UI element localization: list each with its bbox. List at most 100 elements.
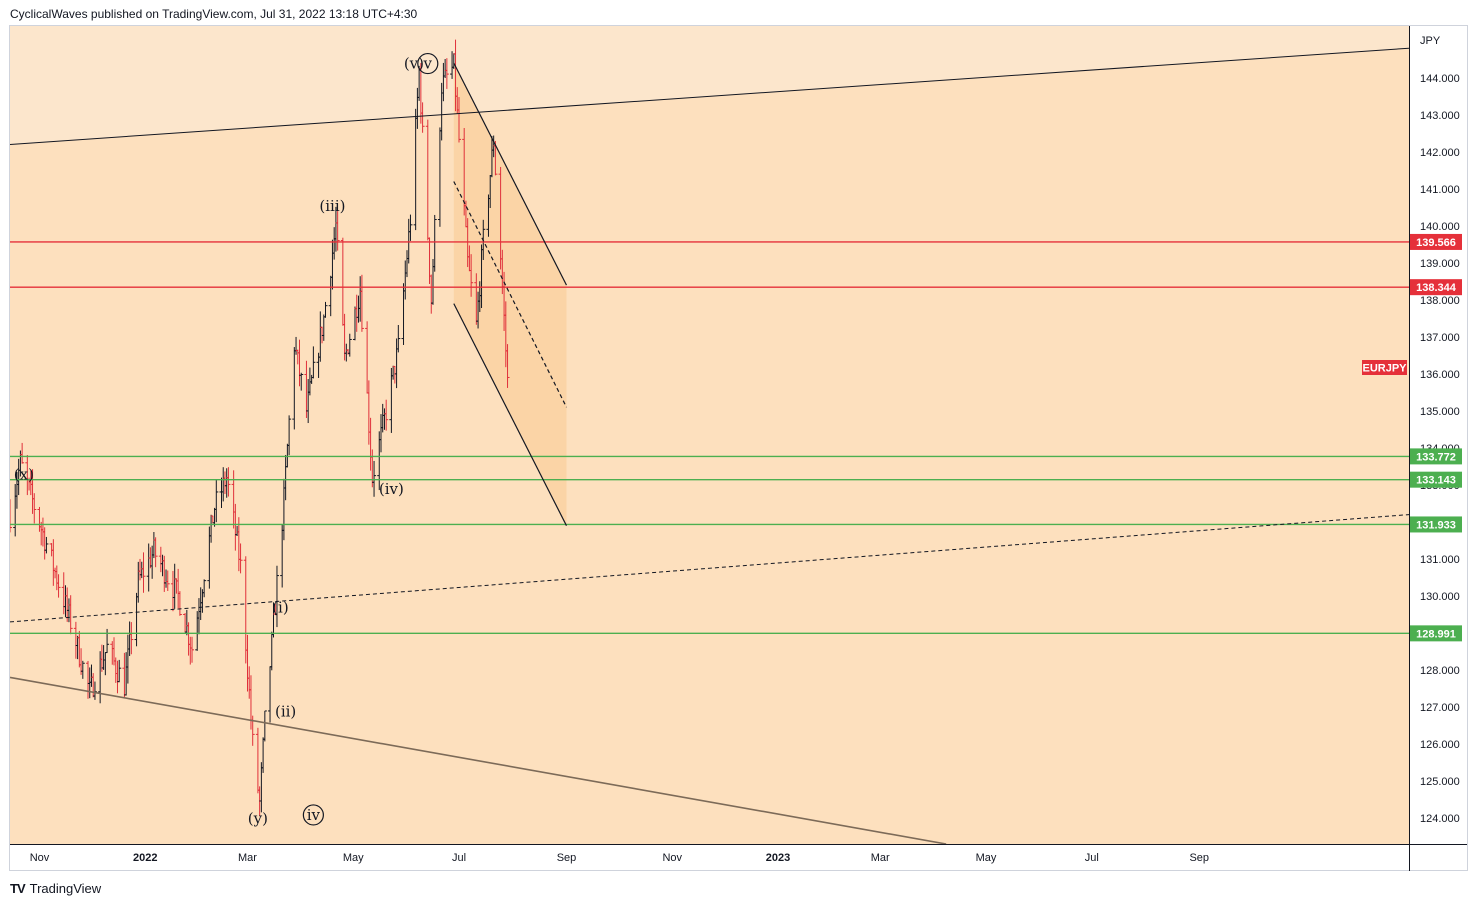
price-tick-label: 130.000 [1420,591,1460,603]
ohlc-bar [323,301,328,318]
ohlc-bar [165,570,170,591]
ohlc-bar [456,97,461,143]
time-tick-label: 2022 [133,852,157,864]
time-tick-label: May [343,852,364,864]
ohlc-bar [202,579,207,598]
trendline-lower [10,676,947,844]
price-tick-label: 135.000 [1420,406,1460,418]
wave-label: (i) [272,599,289,617]
time-tick-label: Sep [557,852,577,864]
price-tick-label: 136.000 [1420,369,1460,381]
ohlc-bar [262,710,267,742]
svg-text:EURJPY: EURJPY [1362,363,1407,375]
wave-label-circle [417,52,439,75]
time-tick-label: Nov [30,852,50,864]
ohlc-bar [432,214,437,272]
level-badge-label: 128.991 [1416,628,1456,640]
level-badge-bg [1410,448,1462,465]
ohlc-bar [469,254,474,297]
ohlc-bar [420,102,425,133]
ohlc-bar [10,499,12,533]
ohlc-bar [190,636,195,663]
projection-channel-mid [453,181,568,408]
footer-brand: TV TradingView [10,881,101,896]
time-tick-label: Mar [871,852,890,864]
level-badge-bg [1410,516,1462,533]
price-tick-label: 127.000 [1420,702,1460,714]
ohlc-bar [493,140,498,176]
circled-wave-label: v [423,55,433,73]
level-badge-bg [1410,625,1462,642]
projection-channel-lower [453,303,568,526]
wave-label: (ii) [275,702,296,720]
currency-label: JPY [1420,35,1441,47]
price-tick-label: 124.000 [1420,813,1460,825]
time-axis[interactable]: Nov 2022 Mar May Jul Sep Nov 2023 Mar May Jul Sep [30,852,1209,864]
upper-band-fill [10,26,1409,145]
wave-label: (v) [404,55,424,73]
wave-label: (iv) [379,480,404,498]
time-tick-label: Mar [238,852,257,864]
ohlc-bar [299,372,304,391]
symbol-badge: EURJPY [1362,360,1407,375]
ohlc-bar [359,274,364,332]
plot-area [10,26,1409,844]
ohlc-bar [347,333,352,357]
wave-label: (iii) [319,197,345,215]
footer-brand-label: TradingView [29,881,102,896]
time-tick-label: Nov [662,852,682,864]
ohlc-bar [335,211,340,251]
ohlc-bar [238,543,243,574]
level-badge-label: 133.772 [1416,451,1456,463]
price-tick-label: 128.000 [1420,665,1460,677]
plot-background [10,26,1409,844]
level-badge-label: 131.933 [1416,519,1456,531]
price-tick-label: 142.000 [1420,147,1460,159]
ohlc-bar [226,467,231,497]
trendline-upper [10,47,1409,145]
ohlc-bar [444,58,449,89]
wave-label: (x) [14,465,34,483]
time-tick-label: Jul [452,852,466,864]
price-tick-label: 138.000 [1420,295,1460,307]
wave-label-circle [302,804,324,826]
price-tick-label: 125.000 [1420,776,1460,788]
trendline-midline [10,514,1409,623]
chart-border [9,25,1468,871]
ohlc-bar [129,622,134,655]
ohlc-bar [214,479,219,523]
time-tick-label: Sep [1189,852,1209,864]
ohlc-bar [505,344,510,388]
ohlc-bar [56,574,61,598]
tradingview-logo-icon: TV [10,881,26,896]
ohlc-bar [20,442,25,464]
ohlc-bar [44,536,49,554]
price-tick-label: 137.000 [1420,332,1460,344]
ohlc-bar [408,214,413,241]
ohlc-bar [287,415,292,456]
time-tick-label: 2023 [766,852,790,864]
time-tick-label: Jul [1085,852,1099,864]
ohlc-bar [80,660,85,679]
ohlc-bar [274,565,279,628]
ohlc-bar [396,325,401,353]
ohlc-bar [141,552,146,593]
circled-wave-label: iv [307,806,321,824]
time-tick-label: May [976,852,997,864]
level-badge-bg [1410,471,1462,488]
price-tick-label: 143.000 [1420,110,1460,122]
projection-channel-upper [453,62,568,286]
level-badge-bg [1410,233,1462,250]
ohlc-bar [32,493,37,524]
ohlc-bar [117,659,122,683]
price-tick-label: 131.000 [1420,554,1460,566]
price-tick-label: 140.000 [1420,221,1460,233]
level-badge-label: 133.143 [1416,475,1456,487]
wave-label: (y) [248,810,268,828]
ohlc-bar [153,537,158,568]
level-badges: 139.566 138.344 133.772 133.143 131.933 128.9… [1410,233,1462,642]
ohlc-bar [372,460,377,497]
wave-labels: (x) (i) (ii) (y) (iii) (iv) (v) v iv [14,52,439,828]
ohlc-bar [311,346,316,379]
